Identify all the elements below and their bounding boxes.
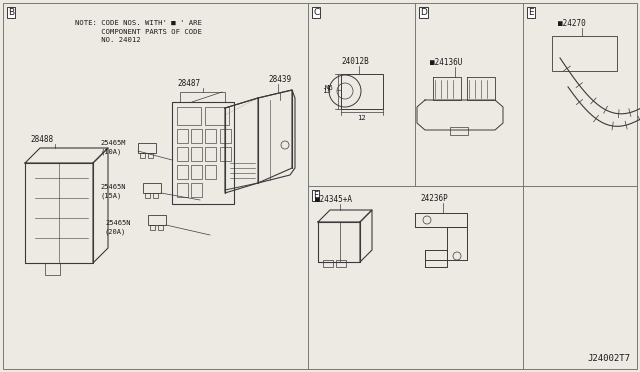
Text: B: B xyxy=(8,8,14,17)
Bar xyxy=(158,225,163,230)
Text: 24012B: 24012B xyxy=(341,57,369,66)
Text: 25465N: 25465N xyxy=(100,184,125,190)
Text: (10A): (10A) xyxy=(100,148,121,154)
Bar xyxy=(191,183,202,197)
Bar xyxy=(323,260,333,267)
Bar xyxy=(177,107,201,125)
Text: (20A): (20A) xyxy=(105,228,126,234)
Bar xyxy=(150,225,155,230)
Bar xyxy=(191,165,202,179)
Bar xyxy=(180,92,225,102)
Bar xyxy=(177,165,188,179)
Bar xyxy=(191,129,202,143)
Text: 28487: 28487 xyxy=(177,79,200,88)
Bar xyxy=(148,215,166,225)
Text: 28439: 28439 xyxy=(268,75,291,84)
Text: D: D xyxy=(420,8,427,17)
Bar xyxy=(220,129,231,143)
Bar xyxy=(143,183,161,193)
Bar xyxy=(341,74,383,109)
Text: 25465N: 25465N xyxy=(105,220,131,226)
Text: ■24345+A: ■24345+A xyxy=(315,195,352,204)
Bar xyxy=(450,127,468,135)
Bar xyxy=(148,153,153,158)
Text: 25465M: 25465M xyxy=(100,140,125,146)
Text: M6: M6 xyxy=(325,85,333,91)
Bar xyxy=(140,153,145,158)
Bar xyxy=(177,147,188,161)
Text: (15A): (15A) xyxy=(100,192,121,199)
Bar xyxy=(552,36,617,71)
Text: ■24136U: ■24136U xyxy=(430,58,462,67)
Text: E: E xyxy=(528,8,534,17)
Text: C: C xyxy=(313,8,319,17)
Text: 13: 13 xyxy=(323,88,331,94)
Bar xyxy=(153,193,158,198)
Bar xyxy=(205,107,229,125)
Text: J24002T7: J24002T7 xyxy=(587,354,630,363)
Bar xyxy=(145,193,150,198)
Bar xyxy=(177,129,188,143)
Bar xyxy=(191,147,202,161)
Bar xyxy=(220,147,231,161)
Bar xyxy=(138,143,156,153)
Bar xyxy=(336,260,346,267)
Bar xyxy=(177,183,188,197)
Text: 28488: 28488 xyxy=(30,135,53,144)
Text: 12: 12 xyxy=(356,115,365,121)
Text: 24236P: 24236P xyxy=(420,194,448,203)
Bar xyxy=(172,102,234,204)
Text: F: F xyxy=(313,191,318,200)
Text: NOTE: CODE NOS. WITH' ■ ' ARE
      COMPONENT PARTS OF CODE
      NO. 24012: NOTE: CODE NOS. WITH' ■ ' ARE COMPONENT … xyxy=(75,20,202,43)
Bar xyxy=(205,147,216,161)
Bar xyxy=(205,165,216,179)
Bar xyxy=(205,129,216,143)
Text: ■24270: ■24270 xyxy=(558,19,586,28)
